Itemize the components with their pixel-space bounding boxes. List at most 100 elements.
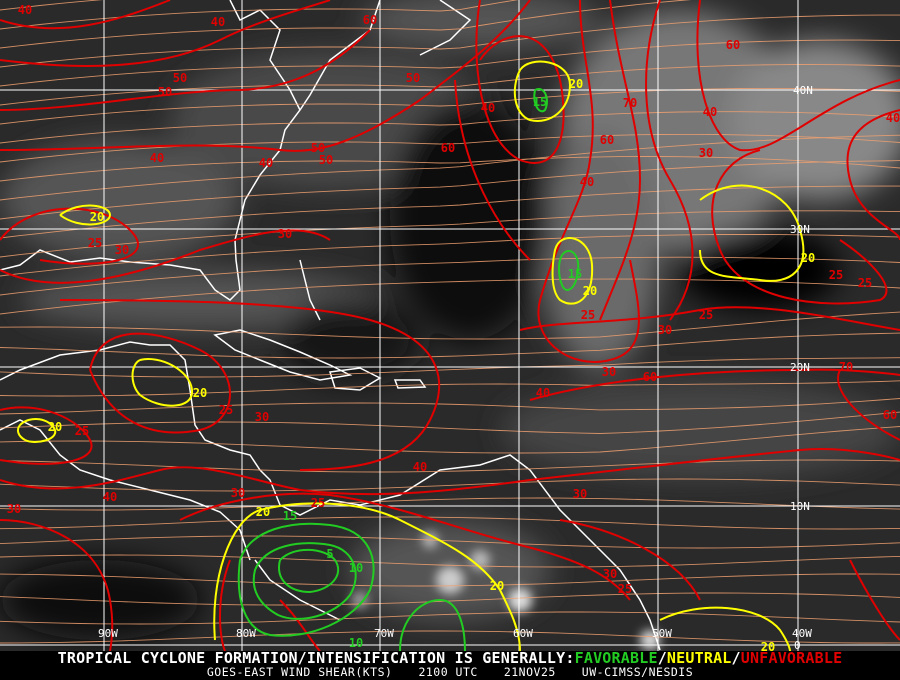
contour-label-unfavorable: 40	[18, 3, 32, 17]
streamline	[0, 426, 900, 454]
lon-label-40w: 40W	[792, 627, 812, 640]
contour-label-unfavorable: 40	[536, 386, 550, 400]
product-time: 2100 UTC	[418, 665, 478, 679]
contour-label-neutral: 20	[761, 640, 775, 651]
contour-label-unfavorable: 50	[173, 71, 187, 85]
contour-label-unfavorable: 30	[255, 410, 269, 424]
legend-separator: /	[657, 649, 667, 667]
contour-label-unfavorable: 25	[581, 308, 595, 322]
lon-label-50w: 50W	[652, 627, 672, 640]
product-info-line: GOES-EAST WIND SHEAR(KTS) 2100 UTC 21NOV25…	[0, 665, 900, 679]
contour-label-unfavorable: 40	[103, 490, 117, 504]
contour-label-unfavorable: 30	[602, 365, 616, 379]
contour-label-unfavorable: 30	[231, 486, 245, 500]
streamline	[0, 0, 519, 30]
contour-label-unfavorable: 60	[600, 133, 614, 147]
product-name: GOES-EAST WIND SHEAR(KTS)	[206, 665, 393, 679]
streamline	[0, 459, 900, 473]
streamline	[0, 160, 900, 220]
streamline	[0, 497, 900, 511]
streamlines	[0, 0, 900, 644]
contour-label-unfavorable: 50	[158, 85, 172, 99]
shear-contours	[0, 0, 900, 651]
product-date: 21NOV25	[503, 665, 556, 679]
contour-label-unfavorable: 25	[219, 403, 233, 417]
contour-label-unfavorable: 60	[363, 13, 377, 27]
contour-label-favorable: 10	[349, 636, 363, 650]
contour-label-unfavorable: 60	[883, 408, 897, 422]
contour-label-unfavorable: 25	[88, 236, 102, 250]
contour-label-neutral: 20	[48, 420, 62, 434]
streamline	[0, 535, 900, 549]
contour-label-favorable: 15	[568, 267, 582, 281]
contour-label-unfavorable: 30	[658, 323, 672, 337]
streamline	[0, 278, 900, 315]
contour-label-unfavorable: 40	[481, 101, 495, 115]
streamline	[0, 210, 900, 258]
contour-label-unfavorable: 25	[618, 582, 632, 596]
lon-label-70w: 70W	[374, 627, 394, 640]
contour-label-unfavorable: 30	[115, 243, 129, 257]
contour-label-unfavorable: 70	[839, 360, 853, 374]
contour-label-neutral: 20	[193, 386, 207, 400]
contour-label-unfavorable: 70	[623, 96, 637, 110]
neutral-contours	[16, 60, 805, 651]
lat-label-30n: 30N	[790, 223, 810, 236]
lat-label-0: 0	[794, 639, 801, 651]
contour-label-unfavorable: 30	[573, 487, 587, 501]
legend-separator: /	[731, 649, 741, 667]
contour-label-unfavorable: 25	[699, 308, 713, 322]
contour-label-unfavorable: 30	[603, 567, 617, 581]
contour-label-unfavorable: 25	[858, 276, 872, 290]
streamline	[0, 111, 900, 144]
legend-prefix: TROPICAL CYCLONE FORMATION/INTENSIFICATI…	[57, 649, 575, 667]
streamline	[0, 380, 900, 397]
contour-label-unfavorable: 40	[259, 156, 273, 170]
legend-favorable: FAVORABLE	[574, 649, 658, 667]
lat-lon-grid	[0, 0, 900, 651]
contour-label-unfavorable: 60	[441, 141, 455, 155]
contour-label-neutral: 20	[490, 579, 504, 593]
streamline	[0, 185, 900, 239]
contour-label-neutral: 20	[801, 251, 815, 265]
favorable-contours	[237, 88, 580, 651]
lon-label-80w: 80W	[236, 627, 256, 640]
contour-label-unfavorable: 25	[311, 496, 325, 510]
coastlines	[0, 0, 661, 651]
contour-label-unfavorable: 25	[75, 424, 89, 438]
contour-label-favorable: 15	[533, 95, 547, 109]
contour-label-unfavorable: 60	[643, 370, 657, 384]
streamline	[0, 234, 900, 277]
contour-label-unfavorable: 40	[703, 105, 717, 119]
product-source: UW-CIMSS/NESDIS	[581, 665, 694, 679]
streamline	[0, 611, 900, 625]
streamline	[0, 311, 900, 340]
streamline	[0, 516, 900, 530]
streamline	[0, 256, 900, 296]
streamline	[0, 478, 900, 492]
contour-label-favorable: 10	[349, 561, 363, 575]
streamline	[0, 64, 900, 106]
streamline	[0, 134, 900, 201]
legend-line: TROPICAL CYCLONE FORMATION/INTENSIFICATI…	[0, 649, 900, 667]
lon-label-60w: 60W	[513, 627, 533, 640]
legend-unfavorable: UNFAVORABLE	[740, 649, 843, 667]
contour-label-neutral: 20	[569, 77, 583, 91]
streamline	[0, 554, 900, 568]
contour-label-unfavorable: 30	[278, 227, 292, 241]
map-footer: TROPICAL CYCLONE FORMATION/INTENSIFICATI…	[0, 651, 900, 680]
contour-label-unfavorable: 25	[829, 268, 843, 282]
streamline	[0, 87, 900, 125]
contour-label-unfavorable: 40	[211, 15, 225, 29]
contour-label-neutral: 20	[256, 505, 270, 519]
streamline	[0, 398, 900, 415]
streamline	[0, 332, 900, 359]
lat-label-20n: 20N	[790, 361, 810, 374]
contour-label-unfavorable: 40	[580, 175, 594, 189]
contour-label-favorable: 5	[326, 547, 333, 561]
streamline	[0, 592, 900, 606]
streamline	[0, 133, 900, 163]
